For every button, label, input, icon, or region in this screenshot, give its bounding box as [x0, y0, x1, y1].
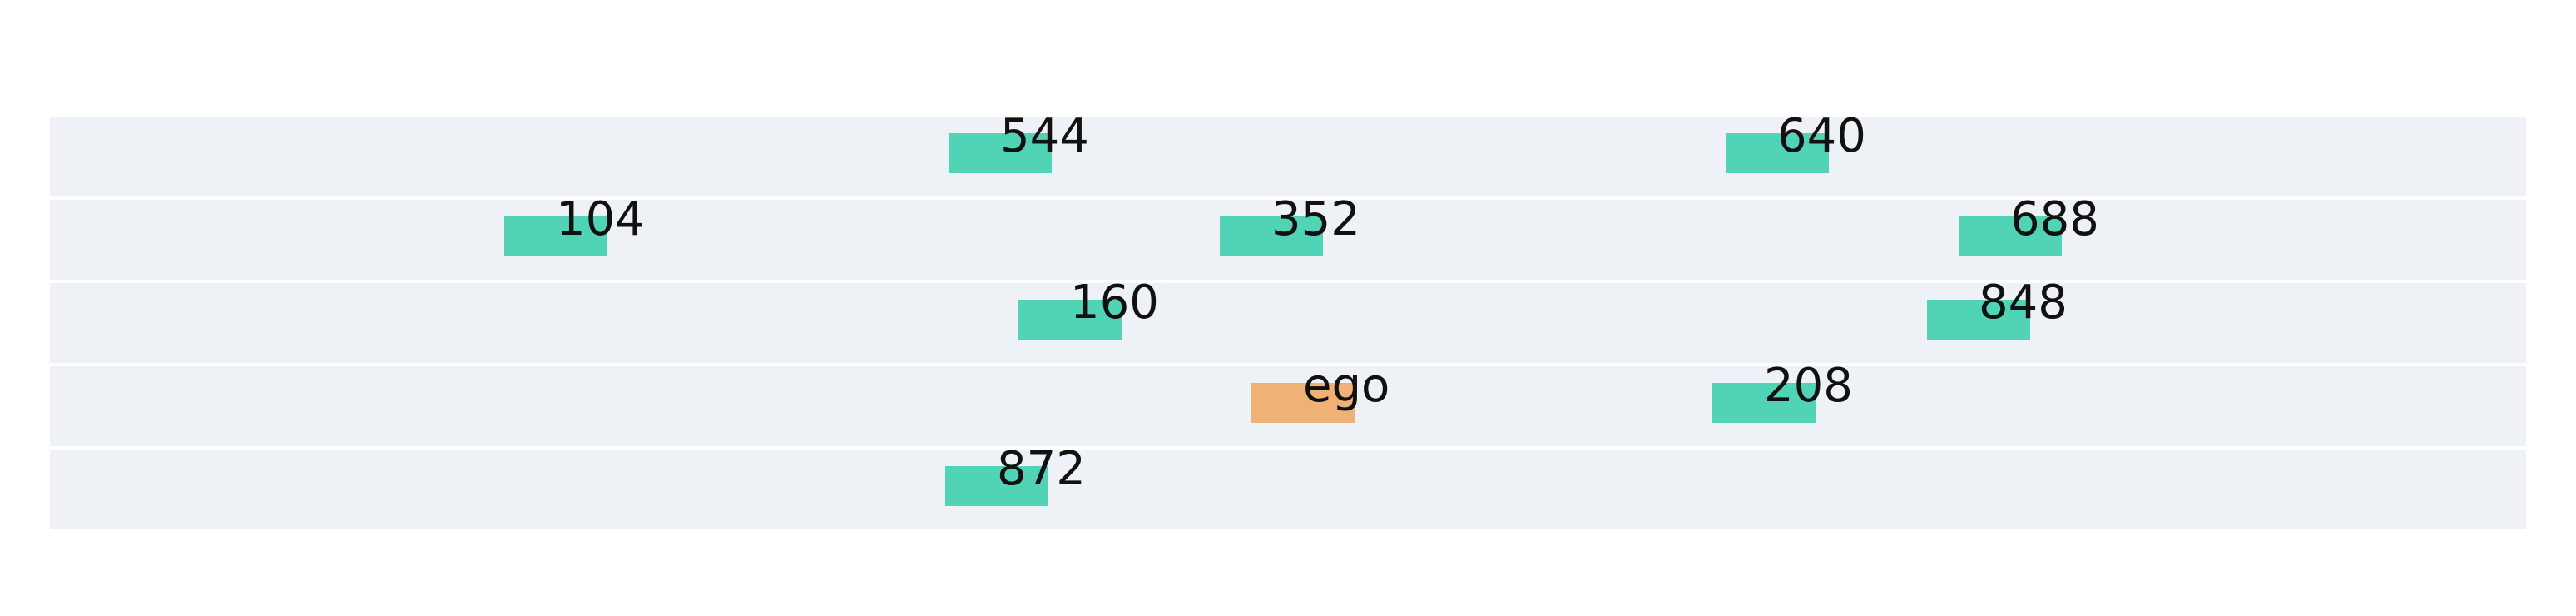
- vehicle-label: 208: [1764, 359, 1853, 413]
- lane-3: [50, 283, 2526, 363]
- vehicle-104: [504, 216, 607, 256]
- vehicle-label: 848: [1979, 276, 2068, 330]
- vehicle-872: [945, 466, 1048, 506]
- vehicle-label: 160: [1070, 276, 1159, 330]
- vehicle-688: [1959, 216, 2062, 256]
- vehicle-160: [1018, 300, 1122, 340]
- vehicle-208: [1712, 383, 1816, 423]
- vehicle-848: [1927, 300, 2030, 340]
- vehicle-label: 688: [2010, 192, 2099, 246]
- ego-label: ego: [1303, 359, 1390, 413]
- vehicle-label: 640: [1777, 109, 1866, 163]
- vehicle-label: 872: [997, 442, 1086, 496]
- vehicle-label: 544: [1000, 109, 1089, 163]
- vehicle-544: [949, 133, 1052, 173]
- lane-5: [50, 450, 2526, 529]
- vehicle-label: 352: [1271, 192, 1360, 246]
- vehicle-label: 104: [556, 192, 645, 246]
- vehicle-640: [1726, 133, 1829, 173]
- vehicle-352: [1220, 216, 1323, 256]
- ego-vehicle: [1251, 383, 1355, 423]
- lane-1: [50, 117, 2526, 196]
